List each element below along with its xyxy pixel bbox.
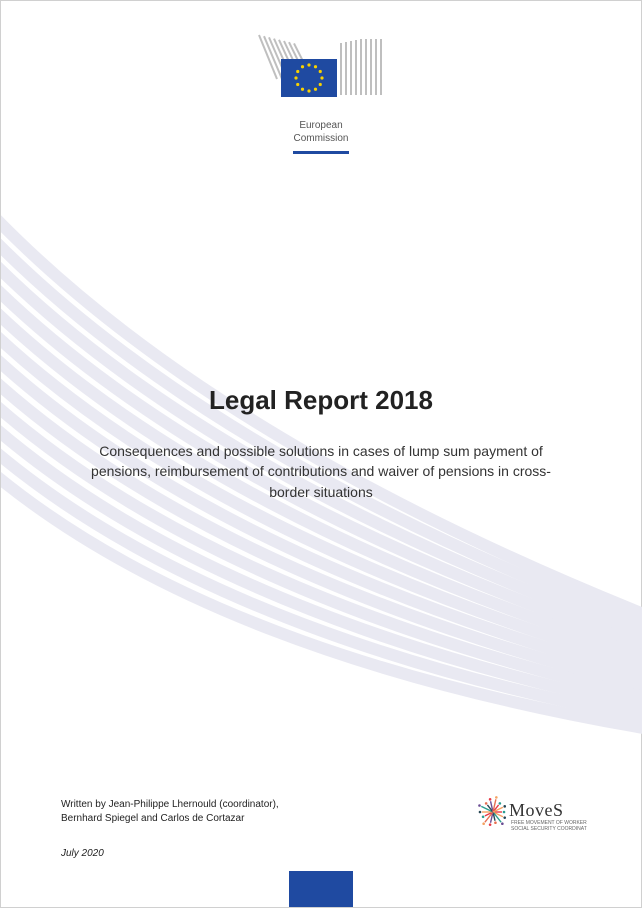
authors-line2: Bernhard Spiegel and Carlos de Cortazar <box>61 812 279 826</box>
document-subtitle: Consequences and possible solutions in c… <box>71 441 571 502</box>
ec-org-line1: European <box>241 120 401 133</box>
authors-line1: Written by Jean-Philippe Lhernould (coor… <box>61 798 279 812</box>
ec-logo-text: European Commission <box>241 120 401 145</box>
ec-logo-icon <box>241 29 401 116</box>
moves-logo-text: MoveS <box>509 800 564 820</box>
document-title: Legal Report 2018 <box>1 385 641 416</box>
ec-logo-underline <box>293 151 349 154</box>
ec-org-line2: Commission <box>241 133 401 146</box>
ec-logo-block: European Commission <box>241 29 401 154</box>
authors-block: Written by Jean-Philippe Lhernould (coor… <box>61 798 279 825</box>
moves-logo-block: MoveS FREE MOVEMENT OF WORKERS & SOCIAL … <box>477 794 587 839</box>
page-content: European Commission Legal Report 2018 Co… <box>1 1 641 907</box>
moves-logo-icon: MoveS FREE MOVEMENT OF WORKERS & SOCIAL … <box>477 794 587 834</box>
publication-date: July 2020 <box>61 848 104 859</box>
svg-text:SOCIAL SECURITY COORDINATION: SOCIAL SECURITY COORDINATION <box>511 826 587 832</box>
footer-bar <box>289 871 353 907</box>
